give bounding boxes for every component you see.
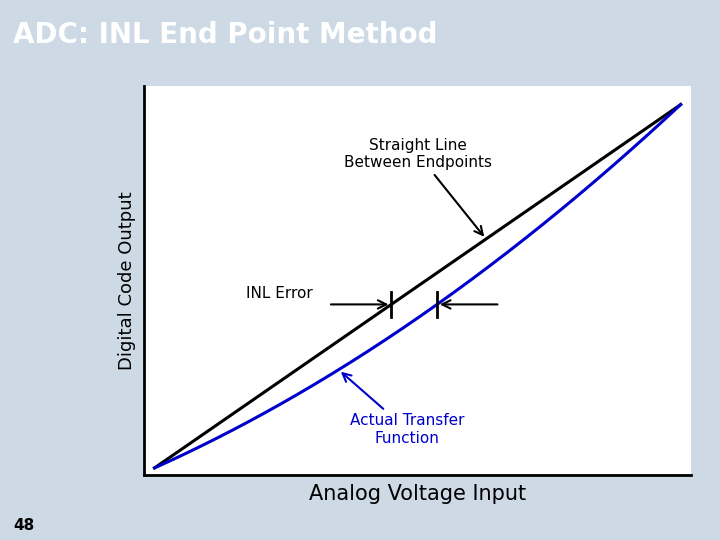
Text: 48: 48 [13,518,35,532]
Y-axis label: Digital Code Output: Digital Code Output [117,192,135,370]
Text: Straight Line
Between Endpoints: Straight Line Between Endpoints [343,138,492,235]
Text: INL Error: INL Error [246,286,312,301]
Text: Actual Transfer
Function: Actual Transfer Function [343,373,464,446]
X-axis label: Analog Voltage Input: Analog Voltage Input [309,483,526,503]
Text: ADC: INL End Point Method: ADC: INL End Point Method [13,21,438,49]
